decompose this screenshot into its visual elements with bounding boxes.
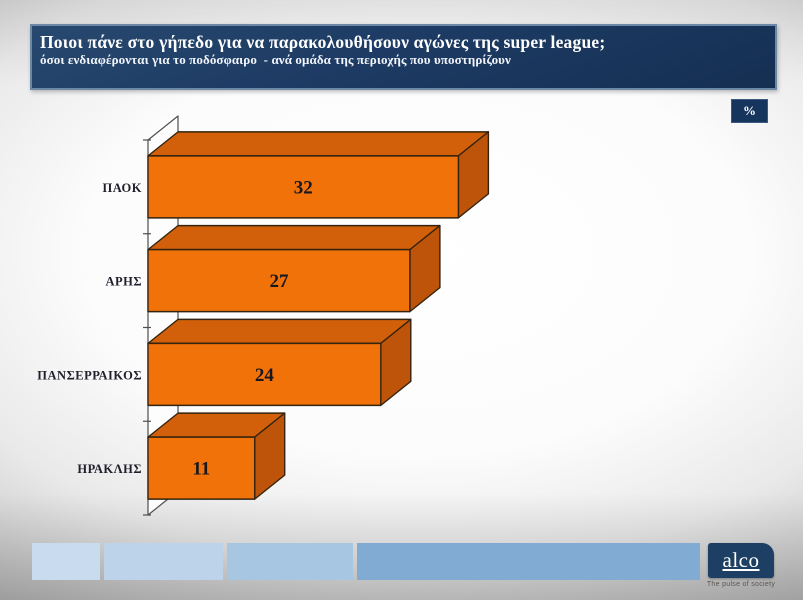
category-label: ΑΡΗΣ [105,275,142,289]
category-label: ΠΑΝΣΕΡΡΑΙΚΟΣ [37,368,142,382]
footer-decor-block [357,543,700,580]
category-label: ΗΡΑΚΛΗΣ [77,462,142,476]
footer-decor-block [104,543,223,580]
value-label: 24 [255,365,275,386]
bar-ΠΑΝΣΕΡΡΑΙΚΟΣ [147,342,382,407]
footer-decor-block [227,543,353,580]
bar-ΠΑΟΚ [147,155,460,219]
bar-ΑΡΗΣ [147,248,411,313]
bar-top-face [147,224,441,251]
bar-ΗΡΑΚΛΗΣ [147,436,256,500]
bar-top-face [147,131,490,157]
value-label: 32 [294,177,313,198]
chart-subtitle: όσοι ενδιαφέρονται για το ποδόσφαιρο - α… [40,52,511,68]
bar-top-face [147,318,412,345]
alco-logo-tagline: The pulse of society [706,581,776,588]
percent-badge: % [731,99,768,123]
category-label: ΠΑΟΚ [103,181,142,195]
title-box: Ποιοι πάνε στο γήπεδο για να παρακολουθή… [30,24,777,90]
alco-logo: alco [708,543,774,578]
footer-decor-block [32,543,100,580]
alco-logo-text: alco [722,548,760,572]
value-label: 11 [192,459,210,480]
chart-title: Ποιοι πάνε στο γήπεδο για να παρακολουθή… [40,32,606,52]
value-label: 27 [269,271,289,292]
